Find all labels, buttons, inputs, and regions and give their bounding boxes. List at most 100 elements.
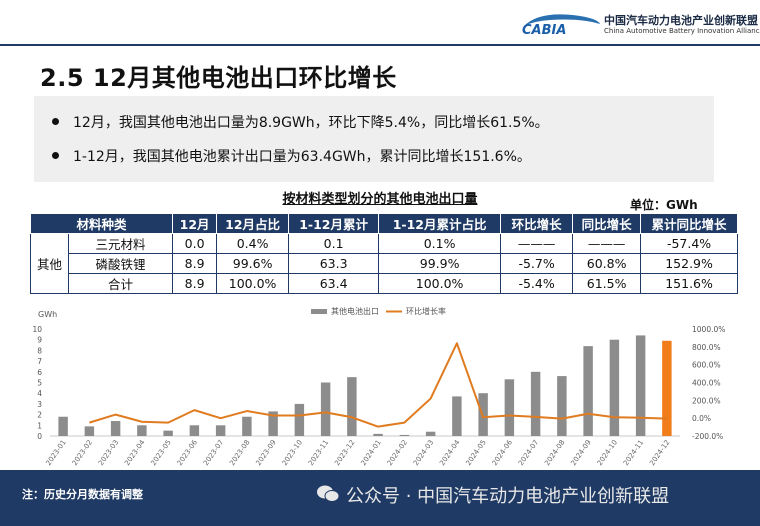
- x-tick-label: 2023-05: [149, 439, 172, 468]
- table-cell: 0.1: [288, 233, 380, 254]
- table-cell: 0.4%: [216, 233, 290, 254]
- bar: [320, 382, 331, 436]
- y-tick-label-right: 1000.0%: [692, 325, 725, 334]
- y-tick-label-left: 5: [37, 379, 42, 388]
- table-unit: 单位：GWh: [630, 198, 698, 212]
- table-cell: 0.1%: [378, 233, 502, 254]
- bar: [662, 340, 672, 436]
- x-tick-label: 2024-12: [648, 439, 671, 468]
- x-tick-label: 2024-02: [386, 439, 409, 468]
- y-tick-label-right: 0.0%: [692, 414, 711, 423]
- y-tick-label-left: 2: [37, 411, 42, 420]
- x-tick-label: 2023-07: [202, 439, 225, 468]
- table-cell: 100.0%: [378, 273, 502, 294]
- bar: [583, 346, 593, 436]
- y-tick-label-right: 800.0%: [692, 343, 721, 352]
- bar: [347, 377, 357, 436]
- y-tick-label-right: 200.0%: [692, 396, 721, 405]
- export-chart: GWh 0 1 2 3 4 5 6 7 8 9 10 -200.0% 0.0% 200.0% 400.0% 60…: [28, 303, 740, 470]
- bar: [399, 434, 410, 436]
- header-bar: CABIA 中国汽车动力电池产业创新联盟 China Automotive Ba…: [0, 0, 760, 44]
- y-tick-label-left: 8: [37, 346, 42, 355]
- x-tick-label: 2024-01: [359, 439, 382, 468]
- legend-label: 环比增长率: [406, 306, 446, 316]
- table-row: 磷酸铁锂 8.9 99.6% 63.3 99.9% -5.7% 60.8% 15…: [31, 253, 738, 274]
- bar: [242, 416, 252, 436]
- table-header-row: 材料种类 12月 12月占比 1-12月累计 1-12月累计占比 环比增长 同比…: [29, 213, 738, 234]
- table-cell: 8.9: [172, 253, 218, 274]
- x-tick-label: 2024-11: [622, 439, 645, 468]
- y-tick-label-left: 7: [37, 357, 42, 366]
- table-cell: 磷酸铁锂: [67, 253, 174, 274]
- brand-name-en: China Automotive Battery Innovation Alli…: [604, 27, 760, 35]
- table-cell: 合计: [67, 273, 174, 294]
- column-header: 12月: [172, 213, 218, 234]
- x-tick-label: 2023-11: [307, 439, 330, 468]
- bar: [294, 403, 305, 436]
- bar: [268, 411, 278, 436]
- column-header: 1-12月累计占比: [378, 213, 502, 234]
- table-cell: -57.4%: [640, 233, 738, 254]
- table-cell: 8.9: [172, 273, 218, 294]
- table-cell: 100.0%: [216, 273, 290, 294]
- bar: [425, 431, 436, 436]
- column-header: 1-12月累计: [288, 213, 380, 234]
- bar: [110, 421, 121, 436]
- table-cell: 99.9%: [378, 253, 502, 274]
- x-tick-label: 2024-10: [596, 439, 619, 468]
- y-tick-label-right: 400.0%: [692, 379, 721, 388]
- x-tick-label: 2024-03: [412, 439, 435, 468]
- x-tick-label: 2024-05: [464, 439, 487, 468]
- growth-line: [89, 342, 667, 428]
- y-tick-label-left: 4: [37, 389, 42, 398]
- table-row: 其他 三元材料 0.0 0.4% 0.1 0.1% ——— ——— -57.4%: [30, 233, 738, 294]
- footer-note: 注：历史分月数据有调整: [22, 488, 143, 501]
- table-cell: ———: [572, 233, 642, 254]
- x-tick-label: 2024-08: [543, 439, 566, 468]
- bar: [504, 379, 515, 436]
- bullet-text: 1-12月，我国其他电池累计出口量为63.4GWh，累计同比增长151.6%。: [73, 149, 531, 165]
- bar: [557, 376, 567, 436]
- bullet-dot-icon: [52, 117, 59, 125]
- summary-box: 12月，我国其他电池出口量为8.9GWh，环比下降5.4%，同比增长61.5%。…: [34, 96, 714, 182]
- table-cell: 60.8%: [572, 253, 642, 274]
- x-tick-label: 2024-06: [491, 438, 515, 467]
- table-cell: 0.0: [172, 233, 218, 254]
- bar: [609, 339, 620, 436]
- table-cell: 61.5%: [572, 273, 642, 294]
- column-header: 12月占比: [216, 213, 290, 234]
- table-cell: 152.9%: [640, 253, 738, 274]
- y-tick-label-left: 6: [37, 368, 42, 377]
- bullet-text: 12月，我国其他电池出口量为8.9GWh，环比下降5.4%，同比增长61.5%。: [73, 115, 549, 131]
- y-tick-label-right: -200.0%: [692, 432, 723, 441]
- group-label-cell: 其他: [30, 233, 69, 294]
- table-cell: 99.6%: [216, 253, 290, 274]
- table-cell: 三元材料: [67, 233, 174, 254]
- bullet-item: 12月，我国其他电池出口量为8.9GWh，环比下降5.4%，同比增长61.5%。: [52, 112, 549, 132]
- table-cell: 151.6%: [640, 273, 738, 294]
- svg-text:CABIA: CABIA: [522, 23, 566, 36]
- x-tick-label: 2024-04: [438, 438, 462, 467]
- table-title: 按材料类型划分的其他电池出口量: [282, 192, 478, 207]
- x-tick-label: 2023-01: [44, 439, 67, 468]
- table-cell: 63.3: [288, 253, 380, 274]
- brand-name-cn: 中国汽车动力电池产业创新联盟: [604, 14, 758, 27]
- column-header: 累计同比增长: [640, 213, 738, 234]
- bar: [452, 396, 462, 436]
- column-header: 材料种类: [29, 213, 174, 234]
- chart-svg: GWh012345678910-200.0%0.0%200.0%400.0%60…: [32, 306, 725, 468]
- table-cell: ———: [500, 233, 574, 254]
- export-table: 材料种类 12月 12月占比 1-12月累计 1-12月累计占比 环比增长 同比…: [29, 213, 738, 294]
- bar: [84, 426, 95, 436]
- cabia-logo-icon: CABIA: [522, 14, 600, 36]
- x-tick-label: 2023-06: [176, 438, 200, 467]
- y-tick-label-right: 600.0%: [692, 361, 721, 370]
- bar: [163, 430, 173, 436]
- page-title: 2.5 12月其他电池出口环比增长: [40, 64, 397, 92]
- legend-swatch-bar: [311, 309, 327, 314]
- column-header: 同比增长: [572, 213, 642, 234]
- x-tick-label: 2023-10: [281, 439, 304, 468]
- bullet-dot-icon: [52, 151, 59, 159]
- header-divider: [0, 44, 760, 46]
- bar: [189, 425, 200, 436]
